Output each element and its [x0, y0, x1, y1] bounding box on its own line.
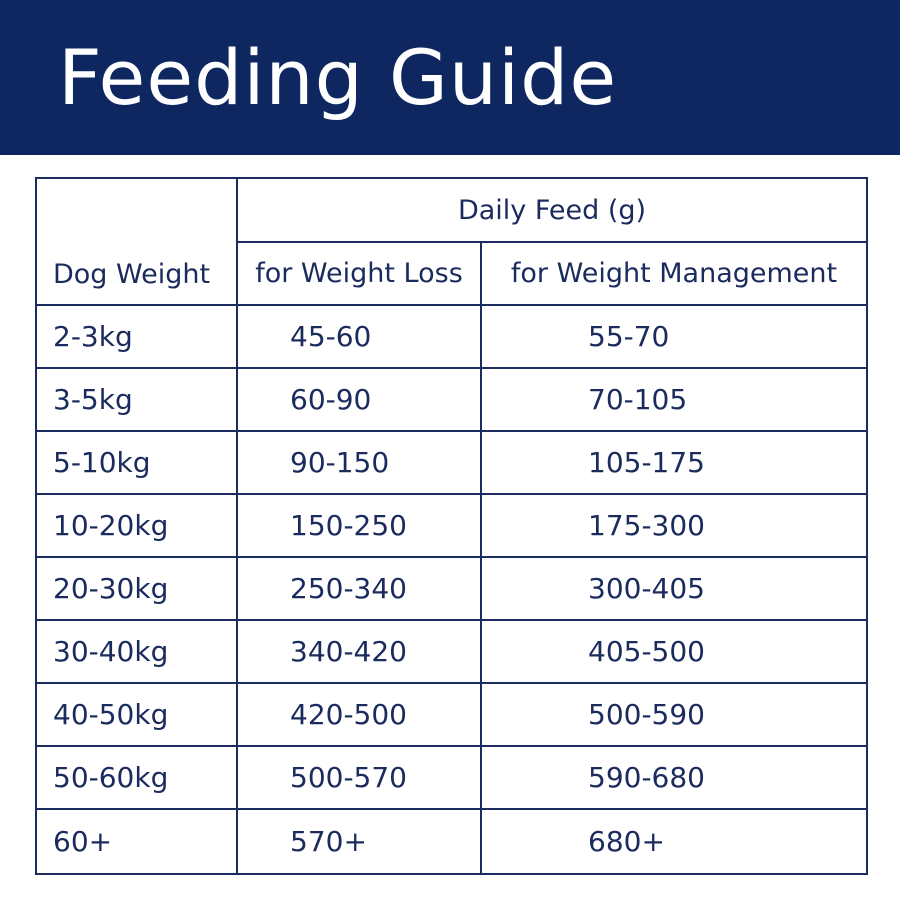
table-row: 60+ 570+ 680+ — [35, 808, 868, 875]
column-header: Dog Weight — [35, 177, 238, 306]
table-row: 3-5kg 60-90 70-105 — [35, 367, 868, 432]
table-row: 5-10kg 90-150 105-175 — [35, 430, 868, 495]
table-cell: 420-500 — [236, 682, 482, 747]
table-row: 50-60kg 500-570 590-680 — [35, 745, 868, 810]
table-cell: 30-40kg — [35, 619, 238, 684]
table-cell: 300-405 — [480, 556, 868, 621]
group-header: Daily Feed (g) — [236, 177, 868, 243]
table-cell: 60+ — [35, 808, 238, 875]
column-header: for Weight Loss — [236, 241, 482, 306]
table-cell: 70-105 — [480, 367, 868, 432]
table-cell: 590-680 — [480, 745, 868, 810]
table-cell: 5-10kg — [35, 430, 238, 495]
table-cell: 150-250 — [236, 493, 482, 558]
table-cell: 570+ — [236, 808, 482, 875]
table-cell: 500-570 — [236, 745, 482, 810]
table-row: 2-3kg 45-60 55-70 — [35, 304, 868, 369]
feeding-table: Dog Weight Daily Feed (g) for Weight Loss f… — [35, 177, 868, 875]
header-banner: Feeding Guide — [0, 0, 900, 155]
table-cell: 2-3kg — [35, 304, 238, 369]
table-cell: 40-50kg — [35, 682, 238, 747]
table-cell: 50-60kg — [35, 745, 238, 810]
header-row: for Weight Loss for Weight Management — [36, 241, 868, 306]
table-row: 30-40kg 340-420 405-500 — [35, 619, 868, 684]
table-cell: 405-500 — [480, 619, 868, 684]
table-cell: 20-30kg — [35, 556, 238, 621]
table-cell: 500-590 — [480, 682, 868, 747]
table-cell: 340-420 — [236, 619, 482, 684]
table-row: 40-50kg 420-500 500-590 — [35, 682, 868, 747]
table-cell: 45-60 — [236, 304, 482, 369]
table-cell: 175-300 — [480, 493, 868, 558]
table-cell: 105-175 — [480, 430, 868, 495]
table-cell: 250-340 — [236, 556, 482, 621]
table-cell: 680+ — [480, 808, 868, 875]
table-row: 10-20kg 150-250 175-300 — [35, 493, 868, 558]
column-header: for Weight Management — [480, 241, 868, 306]
table-cell: 90-150 — [236, 430, 482, 495]
header-row: Dog Weight Daily Feed (g) — [35, 177, 868, 306]
table-row: 20-30kg 250-340 300-405 — [35, 556, 868, 621]
title: Feeding Guide — [58, 33, 618, 122]
table-cell: 10-20kg — [35, 493, 238, 558]
table-cell: 3-5kg — [35, 367, 238, 432]
table-cell: 60-90 — [236, 367, 482, 432]
table-cell: 55-70 — [480, 304, 868, 369]
